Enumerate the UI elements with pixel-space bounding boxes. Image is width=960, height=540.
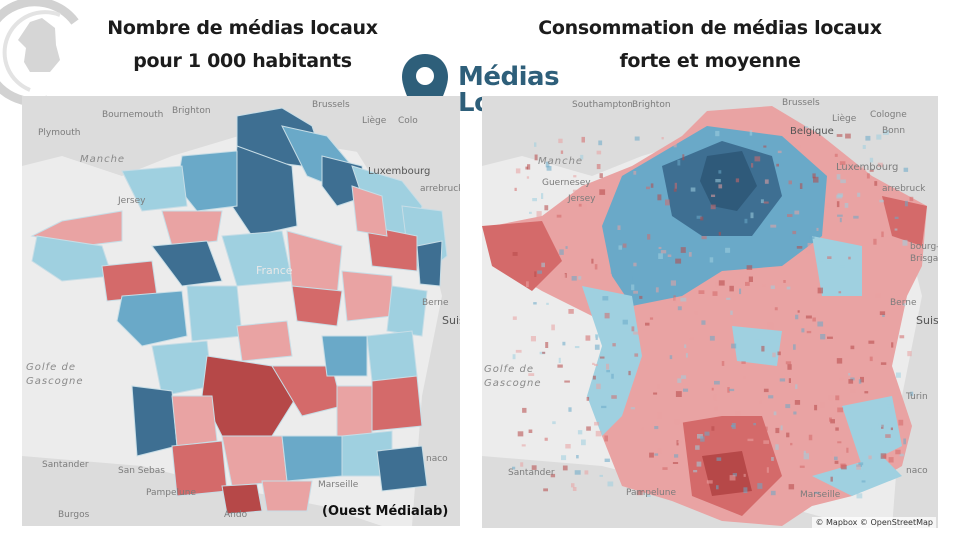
label-pamplune: Pampelune (146, 488, 197, 498)
right-title-line1: Consommation de médias locaux (538, 17, 882, 39)
label-berne: Berne (422, 298, 449, 308)
label-burgos: Burgos (58, 510, 90, 520)
label-southampton: Southampton (572, 100, 633, 110)
label-suis: Suis (916, 314, 938, 327)
label-brussels: Brussels (312, 100, 350, 110)
label-guernesey: Guernesey (542, 178, 591, 188)
label-turin: Turin (906, 392, 928, 402)
right-title-line2: forte et moyenne (619, 50, 801, 72)
right-choropleth-map[interactable]: Southampton Brighton Brussels Cologne Li… (482, 96, 938, 528)
label-plymouth: Plymouth (38, 128, 81, 138)
label-brighton: Brighton (632, 100, 671, 110)
label-golfe1: Golfe de (484, 364, 534, 375)
label-pamplune: Pampelune (626, 488, 677, 498)
label-manche: Manche (538, 156, 584, 167)
label-jersey: Jersey (568, 194, 596, 204)
label-bournemouth: Bournemouth (102, 110, 164, 120)
source-credit: (Ouest Médialab) (322, 504, 449, 519)
france-circle-logo (0, 0, 79, 107)
label-cologne: Cologne (870, 110, 907, 120)
label-liege: Liège (832, 114, 857, 124)
label-golfe2: Gascogne (26, 376, 84, 387)
label-saarbruck: arrebruck (420, 184, 460, 194)
map-pin-icon (402, 54, 448, 130)
left-map-title: Nombre de médias locaux pour 1 000 habit… (100, 12, 385, 78)
label-marseille: Marseille (800, 490, 841, 500)
label-brisgau: Brisgau (910, 254, 938, 264)
right-map-canvas (482, 96, 938, 528)
left-title-line2: pour 1 000 habitants (133, 50, 352, 72)
label-sebas: San Sebas (118, 466, 165, 476)
label-luxembourg: Luxembourg (836, 162, 899, 173)
left-map-canvas (22, 96, 460, 526)
right-map-title: Consommation de médias locaux forte et m… (520, 12, 900, 78)
label-berne: Berne (890, 298, 917, 308)
label-brussels: Brussels (782, 98, 820, 108)
label-brighton: Brighton (172, 106, 211, 116)
map-attribution[interactable]: © Mapbox © OpenStreetMap (812, 517, 936, 528)
label-marseille: Marseille (318, 480, 359, 490)
label-liege: Liège (362, 116, 387, 126)
commune-speckle (512, 126, 914, 499)
left-title-line1: Nombre de médias locaux (107, 17, 378, 39)
label-santander: Santander (508, 468, 555, 478)
label-naco: naco (426, 454, 448, 464)
label-bonn: Bonn (882, 126, 906, 136)
label-santander: Santander (42, 460, 89, 470)
label-bourg: bourg- (910, 242, 938, 252)
label-suis: Suis (442, 314, 460, 327)
label-manche: Manche (80, 154, 126, 165)
label-naco: naco (906, 466, 928, 476)
label-golfe2: Gascogne (484, 378, 542, 389)
label-france: France (256, 264, 293, 277)
left-departments (30, 107, 448, 515)
brand-line1: Médias (458, 62, 560, 92)
label-luxembourg: Luxembourg (368, 166, 431, 177)
label-golfe1: Golfe de (26, 362, 76, 373)
label-belgique: Belgique (790, 126, 834, 137)
label-colo: Colo (398, 116, 418, 126)
left-choropleth-map[interactable]: Manche Plymouth Bournemouth Brighton Bru… (22, 96, 460, 526)
label-jersey: Jersey (118, 196, 146, 206)
label-ando: Ando (224, 510, 248, 520)
label-saarbruck: arrebruck (882, 184, 926, 194)
